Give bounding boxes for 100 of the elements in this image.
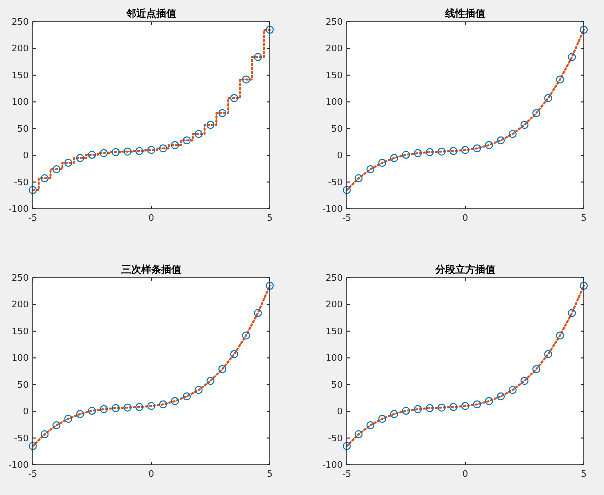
- point: [52, 421, 61, 430]
- y-tick-label: 100: [12, 98, 30, 108]
- point: [426, 404, 434, 412]
- point: [580, 26, 588, 34]
- chart-title: 线性插值: [444, 8, 486, 20]
- point: [52, 165, 61, 174]
- chart-title: 三次样条插值: [122, 264, 182, 276]
- x-tick-label: -5: [28, 214, 38, 224]
- x-tick-label: 0: [148, 470, 155, 480]
- y-tick-label: 100: [12, 354, 30, 364]
- y-tick-label: -50: [14, 434, 30, 444]
- point: [206, 121, 215, 130]
- point: [366, 421, 375, 430]
- point: [568, 53, 576, 62]
- chart-title: 邻近点插值: [126, 8, 176, 20]
- point: [183, 136, 192, 145]
- point: [136, 147, 144, 156]
- point: [230, 94, 238, 102]
- point: [544, 94, 552, 102]
- y-tick-label: 50: [332, 124, 344, 135]
- y-tick-label: 0: [337, 408, 344, 418]
- point: [136, 403, 144, 412]
- point: [183, 392, 192, 401]
- point: [100, 405, 108, 414]
- y-tick-label: 100: [326, 354, 344, 364]
- y-tick-label: 250: [12, 18, 30, 28]
- point: [124, 404, 132, 412]
- point: [254, 53, 262, 62]
- point: [473, 400, 482, 409]
- point: [508, 130, 517, 138]
- point: [29, 186, 37, 194]
- point: [390, 154, 398, 162]
- y-tick-label: 150: [12, 71, 30, 82]
- x-tick-label: 0: [462, 470, 469, 480]
- point: [159, 144, 168, 153]
- point: [462, 402, 470, 410]
- y-tick-label: 0: [23, 152, 30, 162]
- point: [343, 442, 351, 450]
- point: [532, 365, 541, 374]
- point: [438, 404, 446, 412]
- point: [100, 149, 108, 158]
- point: [194, 386, 203, 394]
- point: [76, 154, 84, 162]
- y-tick-label: -100: [322, 205, 344, 215]
- point: [171, 141, 180, 150]
- y-tick-label: 200: [326, 300, 344, 311]
- y-tick-label: 150: [326, 71, 344, 82]
- point: [206, 377, 215, 386]
- point: [497, 136, 506, 145]
- y-tick-label: 100: [326, 98, 344, 108]
- y-tick-label: 0: [23, 408, 30, 418]
- y-tick-label: 50: [332, 380, 344, 391]
- x-tick-label: -5: [342, 470, 352, 480]
- x-tick-label: -5: [342, 214, 352, 224]
- x-tick-label: 0: [462, 214, 469, 224]
- point: [378, 159, 387, 168]
- point: [159, 400, 168, 409]
- x-tick-label: 5: [581, 214, 587, 224]
- point: [426, 148, 434, 156]
- point: [438, 148, 446, 156]
- x-tick-label: 5: [581, 470, 587, 480]
- point: [544, 350, 552, 358]
- point: [242, 76, 250, 84]
- y-tick-label: -100: [322, 461, 344, 471]
- point: [88, 151, 96, 160]
- point: [354, 430, 363, 439]
- point: [485, 397, 494, 406]
- y-tick-label: -50: [328, 178, 344, 188]
- y-tick-label: 150: [326, 327, 344, 338]
- point: [88, 407, 96, 416]
- point: [64, 415, 73, 424]
- point: [230, 350, 238, 358]
- point: [148, 146, 156, 154]
- point: [171, 397, 180, 406]
- point: [556, 332, 564, 340]
- point: [580, 282, 588, 290]
- y-tick-label: -50: [328, 434, 344, 444]
- point: [29, 442, 37, 450]
- point: [568, 309, 576, 318]
- y-tick-label: 50: [18, 380, 30, 391]
- point: [462, 146, 470, 154]
- x-tick-label: 5: [267, 214, 273, 224]
- x-tick-label: -5: [28, 470, 38, 480]
- point: [124, 148, 132, 156]
- y-tick-label: 0: [337, 152, 344, 162]
- y-tick-label: 200: [326, 44, 344, 55]
- point: [414, 405, 422, 414]
- point: [76, 410, 84, 418]
- point: [112, 404, 120, 412]
- point: [402, 151, 410, 160]
- point: [218, 365, 227, 374]
- point: [508, 386, 517, 394]
- y-tick-label: 250: [12, 274, 30, 284]
- point: [254, 309, 262, 318]
- y-tick-label: 50: [18, 124, 30, 135]
- chart-title: 分段立方插值: [434, 264, 496, 276]
- point: [112, 148, 120, 156]
- point: [242, 332, 250, 340]
- y-tick-label: 250: [326, 274, 344, 284]
- point: [266, 26, 274, 34]
